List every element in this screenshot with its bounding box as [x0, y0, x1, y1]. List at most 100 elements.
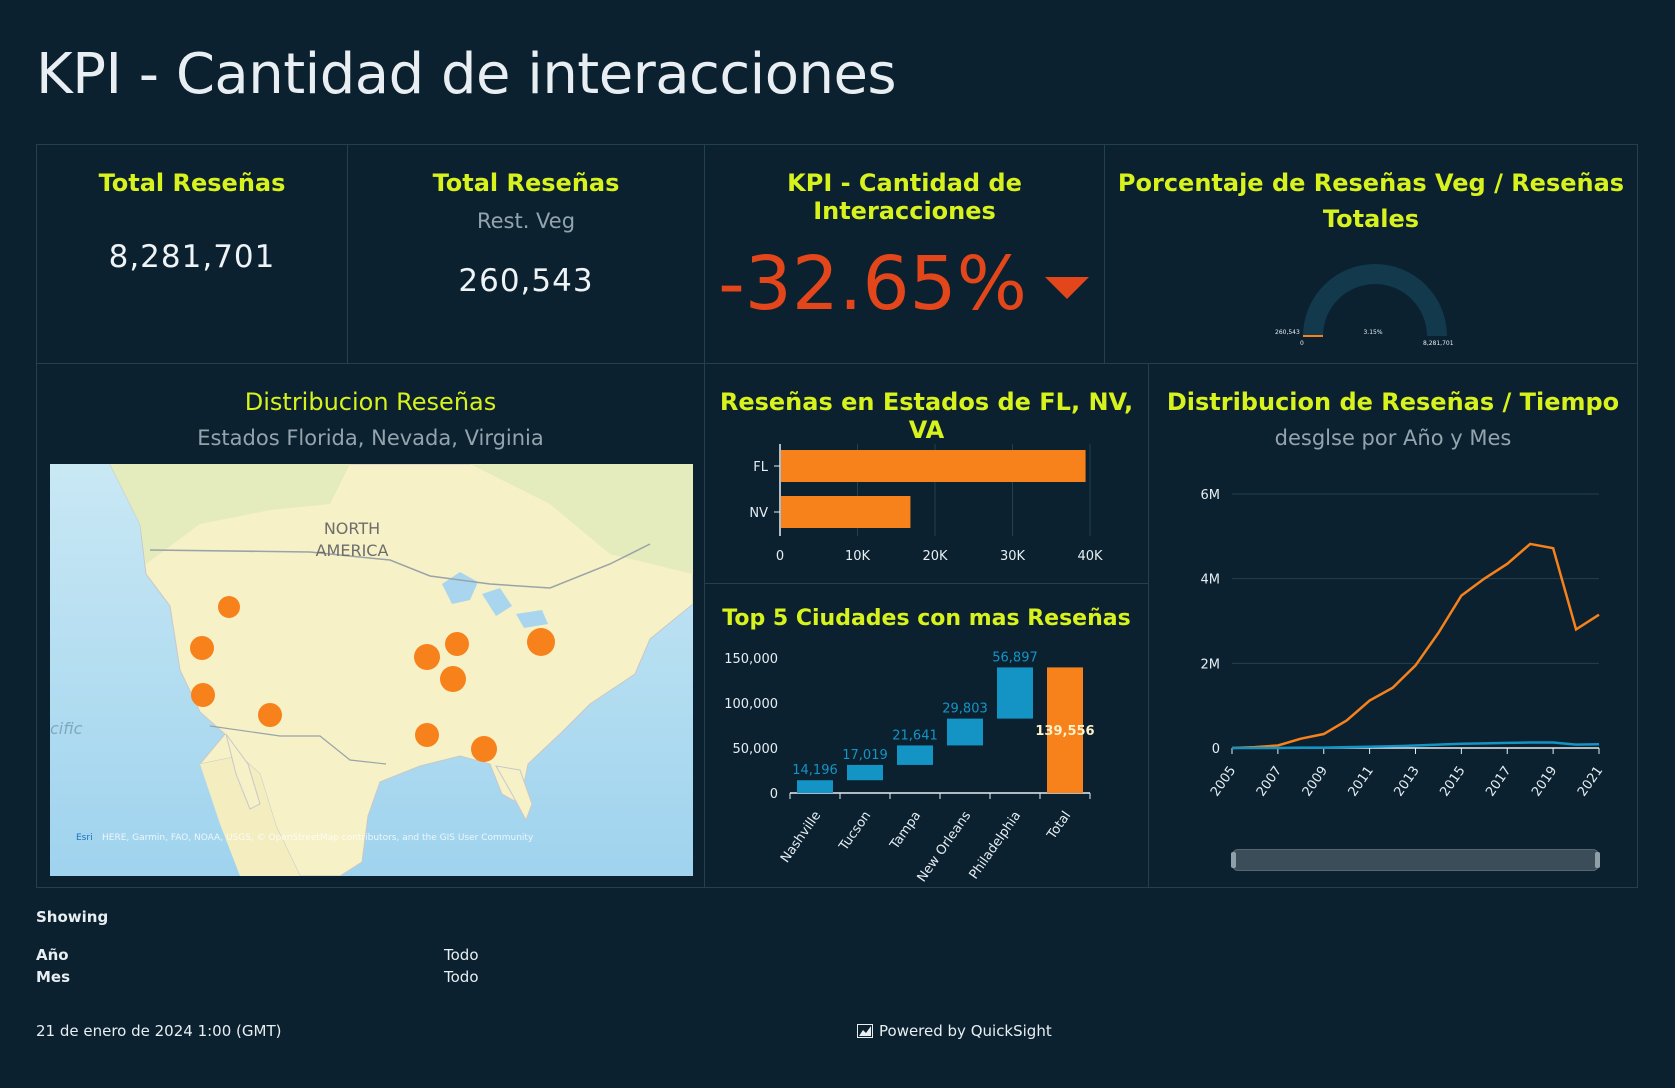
- time-chart-panel[interactable]: Distribucion de Reseñas / Tiempo desglse…: [1148, 363, 1638, 888]
- data-label: 29,803: [942, 702, 988, 717]
- y-tick-label: 2M: [1201, 657, 1221, 672]
- y-tick-label: 6M: [1201, 488, 1221, 503]
- x-tick-label: Philadelphia: [967, 809, 1025, 882]
- slider-handle-right[interactable]: [1595, 852, 1600, 868]
- trend-down-icon: [1044, 277, 1089, 299]
- x-tick-label: Nashville: [778, 809, 824, 866]
- kpi-total-value: 8,281,701: [108, 239, 276, 275]
- cities-waterfall-chart: 0 50,000 100,000 150,000 14,196 Nashville 17,0…: [724, 650, 1094, 885]
- states-bar-chart: 0 10K 20K 30K 40K FL NV: [749, 444, 1103, 564]
- y-tick-label: 50,000: [733, 742, 779, 757]
- y-tick-label: 4M: [1201, 573, 1221, 588]
- quicksight-icon: [857, 1024, 873, 1038]
- powered-by-label: Powered by QuickSight: [879, 1022, 1052, 1040]
- waterfall-bar: [897, 745, 933, 765]
- map-marker[interactable]: [218, 596, 240, 618]
- kpi-interactions-title: KPI - Cantidad de Interacciones: [787, 169, 1022, 225]
- filter-value-month: Todo: [444, 968, 479, 986]
- map-marker[interactable]: [471, 736, 497, 762]
- map-label-america: AMERICA: [316, 541, 389, 560]
- x-tick-label: 2005: [1208, 764, 1239, 800]
- bar: [781, 450, 1086, 482]
- waterfall-bar: [947, 718, 983, 746]
- time-line-chart: 0 2M 4M 6M 2005 2007 2009 2011 2013 2015 2017 2019 2…: [1201, 488, 1607, 800]
- data-label: 56,897: [992, 650, 1038, 665]
- map-marker[interactable]: [191, 683, 215, 707]
- waterfall-bar: [997, 667, 1033, 719]
- kpi-total-panel[interactable]: Total Reseñas 8,281,701: [36, 144, 348, 364]
- x-tick-label: 2013: [1392, 764, 1423, 800]
- kpi-interactions-row: -32.65%: [705, 241, 1104, 327]
- map-label-north: NORTH: [324, 519, 380, 538]
- y-tick-label: FL: [753, 460, 768, 475]
- slider-handle-left[interactable]: [1231, 852, 1236, 868]
- x-tick-label: 2015: [1437, 764, 1468, 800]
- x-tick-label: 0: [776, 549, 784, 564]
- map-label-ocean: cific: [50, 719, 83, 738]
- map-marker[interactable]: [445, 632, 469, 656]
- x-tick-label: 2007: [1254, 764, 1285, 800]
- y-tick-label: NV: [749, 506, 768, 521]
- gauge-title-2: Totales: [1322, 205, 1420, 233]
- x-tick-label: 40K: [1077, 549, 1103, 564]
- map-attribution-esri[interactable]: Esri: [76, 833, 93, 843]
- timestamp: 21 de enero de 2024 1:00 (GMT): [36, 1022, 282, 1040]
- x-tick-label: Tampa: [887, 809, 924, 853]
- data-label: 21,641: [892, 728, 938, 743]
- y-tick-label: 100,000: [724, 697, 778, 712]
- kpi-veg-subtitle: Rest. Veg: [476, 209, 576, 233]
- x-tick-label: 30K: [1000, 549, 1026, 564]
- page-title: KPI - Cantidad de interacciones: [36, 42, 897, 107]
- powered-by[interactable]: Powered by QuickSight: [857, 1022, 1052, 1040]
- cities-chart-title: Top 5 Ciudades con mas Reseñas: [722, 606, 1131, 631]
- filter-label-month: Mes: [36, 968, 71, 986]
- waterfall-bar: [1047, 667, 1083, 793]
- gauge-max-label: 8,281,701: [1423, 340, 1454, 347]
- kpi-interactions-value: -32.65%: [718, 241, 1027, 327]
- x-tick-label: Tucson: [836, 809, 874, 855]
- series-line: [1231, 542, 1600, 750]
- y-tick-label: 0: [1212, 742, 1220, 757]
- kpi-veg-value: 260,543: [458, 263, 594, 299]
- states-chart-panel[interactable]: Reseñas en Estados de FL, NV, VA 0 10K 20K…: [704, 363, 1149, 584]
- data-label: 139,556: [1035, 724, 1094, 739]
- cities-chart-panel[interactable]: Top 5 Ciudades con mas Reseñas 0 50,000 10…: [704, 583, 1149, 888]
- kpi-gauge-panel[interactable]: Porcentaje de Reseñas Veg / Reseñas Tota…: [1104, 144, 1638, 364]
- map-marker[interactable]: [190, 636, 214, 660]
- filter-value-year: Todo: [444, 946, 479, 964]
- gauge-title-1: Porcentaje de Reseñas Veg / Reseñas: [1117, 169, 1625, 197]
- y-tick-label: 0: [770, 787, 778, 802]
- states-chart-title: Reseñas en Estados de FL, NV, VA: [719, 388, 1134, 444]
- data-label: 17,019: [842, 748, 888, 763]
- map-attribution: HERE, Garmin, FAO, NOAA, USGS, © OpenStr…: [102, 833, 534, 843]
- x-tick-label: 10K: [845, 549, 871, 564]
- map-marker[interactable]: [415, 723, 439, 747]
- map-marker[interactable]: [527, 628, 555, 656]
- series-line: [1232, 741, 1600, 750]
- x-tick-label: 2009: [1300, 764, 1331, 800]
- y-tick-label: 150,000: [724, 652, 778, 667]
- bar: [781, 496, 911, 528]
- map-subtitle: Estados Florida, Nevada, Virginia: [197, 426, 544, 450]
- x-tick-label: 20K: [922, 549, 948, 564]
- map-panel[interactable]: Distribucion Reseñas Estados Florida, Ne…: [36, 363, 705, 888]
- gauge-center-label: 3.15%: [1363, 329, 1382, 336]
- map-markers[interactable]: [190, 596, 555, 762]
- map-marker[interactable]: [414, 644, 440, 670]
- time-chart-title: Distribucion de Reseñas / Tiempo: [1166, 388, 1620, 416]
- x-tick-label: 2019: [1529, 764, 1560, 800]
- gauge-left-label: 260,543: [1275, 329, 1300, 336]
- showing-label: Showing: [36, 908, 109, 926]
- waterfall-bar: [847, 764, 883, 781]
- gauge-min-label: 0: [1300, 340, 1304, 347]
- time-range-slider[interactable]: [1231, 849, 1600, 871]
- waterfall-bar: [797, 780, 833, 793]
- x-tick-label: Total: [1044, 809, 1074, 843]
- map-marker[interactable]: [258, 703, 282, 727]
- time-chart-subtitle: desglse por Año y Mes: [1274, 426, 1512, 450]
- map-view[interactable]: NORTH AMERICA cific Esri HERE, Garmin, F…: [50, 464, 693, 876]
- map-marker[interactable]: [440, 666, 466, 692]
- x-tick-label: 2021: [1575, 764, 1606, 800]
- kpi-veg-panel[interactable]: Total Reseñas Rest. Veg 260,543: [347, 144, 705, 364]
- kpi-interactions-panel[interactable]: KPI - Cantidad de Interacciones -32.65%: [704, 144, 1105, 364]
